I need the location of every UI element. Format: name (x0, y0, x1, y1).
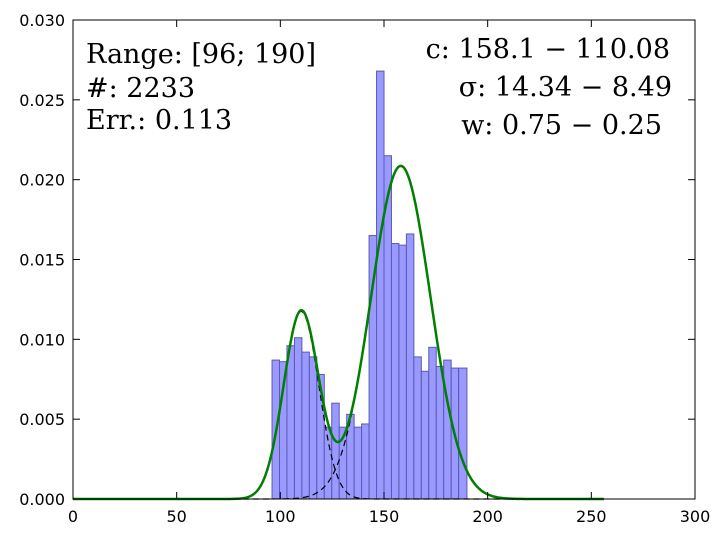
histogram-bar (420, 370, 430, 500)
histogram-bar (428, 346, 437, 500)
x-tick-label: 250 (576, 507, 607, 526)
x-tick-label: 50 (166, 507, 186, 526)
histogram-bar (458, 367, 468, 500)
y-tick-label: 0.020 (19, 171, 65, 190)
annotation-count: #: 2233 (86, 73, 195, 104)
x-tick-label: 150 (369, 507, 400, 526)
x-tick-label: 100 (265, 507, 296, 526)
y-tick-label: 0.025 (19, 91, 65, 110)
y-tick-label: 0.005 (19, 410, 65, 429)
x-tick-label: 0 (68, 507, 78, 526)
histogram-bar (308, 356, 318, 500)
histogram-bar (398, 244, 407, 500)
histogram-bar (361, 423, 370, 500)
y-tick-label: 0.000 (19, 490, 65, 509)
histogram-bar (293, 337, 303, 500)
x-tick-label: 200 (472, 507, 503, 526)
histogram-bar (286, 345, 295, 500)
y-tick-label: 0.015 (19, 251, 65, 270)
annotation-sigmas: σ: 14.34 − 8.49 (459, 72, 672, 103)
annotation-centers: c: 158.1 − 110.08 (426, 34, 670, 65)
histogram-bar (435, 365, 445, 500)
annotation-range: Range: [96; 190] (86, 39, 316, 70)
histogram-bar (353, 426, 363, 500)
x-tick-label: 300 (680, 507, 711, 526)
y-tick-label: 0.010 (19, 330, 65, 349)
axis-ticks (72, 19, 696, 500)
histogram-bar (331, 402, 340, 500)
annotation-weights: w: 0.75 − 0.25 (461, 110, 662, 141)
histogram-bar (390, 243, 400, 500)
annotation-error: Err.: 0.113 (86, 105, 232, 136)
y-tick-label: 0.030 (19, 11, 65, 30)
histogram-bar (413, 356, 422, 500)
x-tick-labels: 0 50 100 150 200 250 300 (68, 507, 710, 526)
y-tick-labels: 0.000 0.005 0.010 0.015 0.020 0.025 0.030 (19, 11, 65, 509)
histogram-bar (405, 233, 415, 500)
histogram-bar (376, 70, 385, 500)
histogram-bars (271, 70, 468, 500)
histogram-bar (301, 351, 310, 500)
